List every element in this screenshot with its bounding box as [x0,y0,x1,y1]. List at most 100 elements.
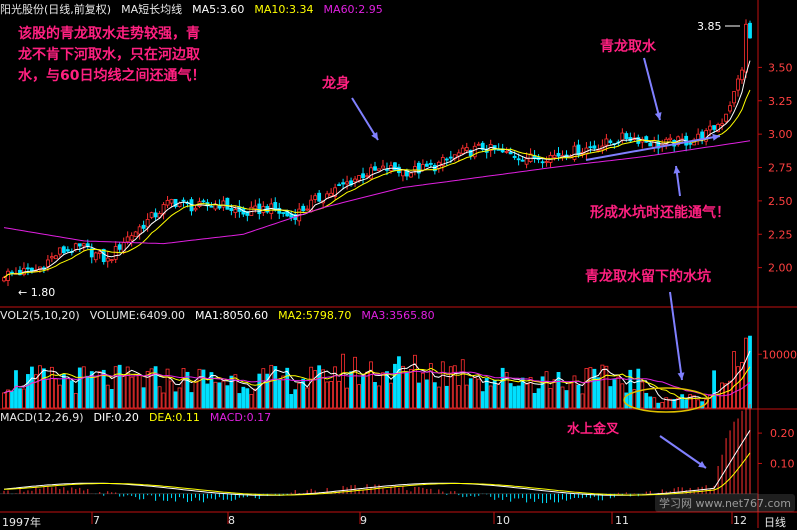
candle-body [480,142,485,150]
puddle-arrow-head [677,372,685,380]
candle-body [277,207,282,214]
volume-bar [369,361,373,409]
volume-bar [269,364,274,409]
candle-body [45,259,50,267]
volume-bar [464,384,469,409]
puddle-ellipse [623,387,709,413]
volume-bar [353,356,357,409]
candle-body [556,152,561,157]
volume-bar [716,393,720,409]
period-label[interactable]: 日线 [764,516,786,529]
volume-bar [516,385,521,409]
volume-bar [129,376,134,409]
volume-bar [552,379,557,409]
candle-body [744,23,748,73]
golden-cross-arrow [659,435,707,469]
commentary-line: 龙不肯下河取水，只在河边取 [18,47,200,63]
candle-body [476,143,481,146]
volume-bar [401,365,405,409]
candle-body [317,192,322,202]
volume-bar [173,391,178,409]
volume-bar [221,380,226,409]
volume-bar [181,368,186,409]
volume-bar [313,370,318,409]
volume-bar [14,370,18,409]
ma10-value: MA10:3.34 [254,3,314,16]
volume-bar [149,368,154,409]
candle-body [620,132,625,141]
candle-body [153,212,158,218]
candle-body [125,236,130,243]
dif-line [3,430,751,496]
candle-body [365,175,369,178]
volume-bar [89,371,94,409]
candle-body [65,249,70,252]
price-tick-label: 3.50 [768,61,793,74]
candle-body [225,197,230,210]
macd-title: MACD(12,26,9) [0,411,84,424]
candle-body [424,163,429,167]
candle-body [448,156,453,159]
qinglong-arrow-head [654,112,662,120]
golden-cross-arrow-head [698,461,706,468]
candle-body [624,133,629,139]
volume-bar [73,393,78,409]
volume-bar [361,374,365,409]
volume-bar [49,366,54,409]
candle-body [652,140,657,148]
candle-body [137,226,142,235]
dragon-body-arrow [351,97,379,141]
candle-body [608,140,613,143]
candle-body [472,145,477,158]
volume-bar [600,364,605,409]
volume-bar [30,366,34,409]
candle-body [504,151,509,153]
candle-body [688,142,693,145]
candle-body [305,208,310,211]
stock-name: 阳光股份(日线,前复权) [0,3,112,16]
candle-body [512,155,517,158]
axis-month-label: 10 [496,514,510,527]
macd-value: MACD:0.17 [209,411,272,424]
candle-body [428,162,433,165]
candle-body [81,243,86,247]
candle-body [732,91,736,104]
volume-bar [317,365,322,409]
candle-body [385,168,389,171]
candle-body [181,199,186,202]
volume-bar [113,366,118,409]
volume-bar [165,368,170,409]
volume-bar [624,392,629,409]
price-tick-label: 3.00 [768,128,793,141]
volume-bar [121,374,126,409]
volume-bar [612,379,617,409]
volume-bar [620,383,625,409]
volume-bar [556,372,561,409]
candle-body [409,172,413,178]
axis-year-label: 1997年 [2,516,41,529]
volume-bar [628,369,633,409]
candle-body [520,159,525,162]
puddle-label: 青龙取水留下的水坑 [585,269,711,285]
macd-tick-label: 0.10 [770,457,795,470]
macd-dea: DEA:0.11 [148,411,200,424]
candle-body [377,168,381,172]
candle-body [173,198,178,207]
candle-body [101,248,106,263]
volume-ma1: MA1:8050.60 [194,309,269,322]
candle-body [313,195,318,200]
volume-ma2: MA2:5798.70 [278,309,352,322]
commentary-line: 水，与60日均线之间还通气！ [18,68,206,84]
volume-bar [285,367,290,409]
candle-body [53,255,58,260]
candle-body [169,198,174,204]
volume-bar [289,394,294,409]
candle-body [337,184,342,187]
axis-month-label: 9 [360,514,367,527]
low-price-label: ← 1.80 [18,286,56,299]
volume-bar [237,393,242,409]
volume-bar [480,391,485,409]
volume-bar [381,372,385,409]
candle-body [712,125,716,130]
candle-body [157,213,162,218]
